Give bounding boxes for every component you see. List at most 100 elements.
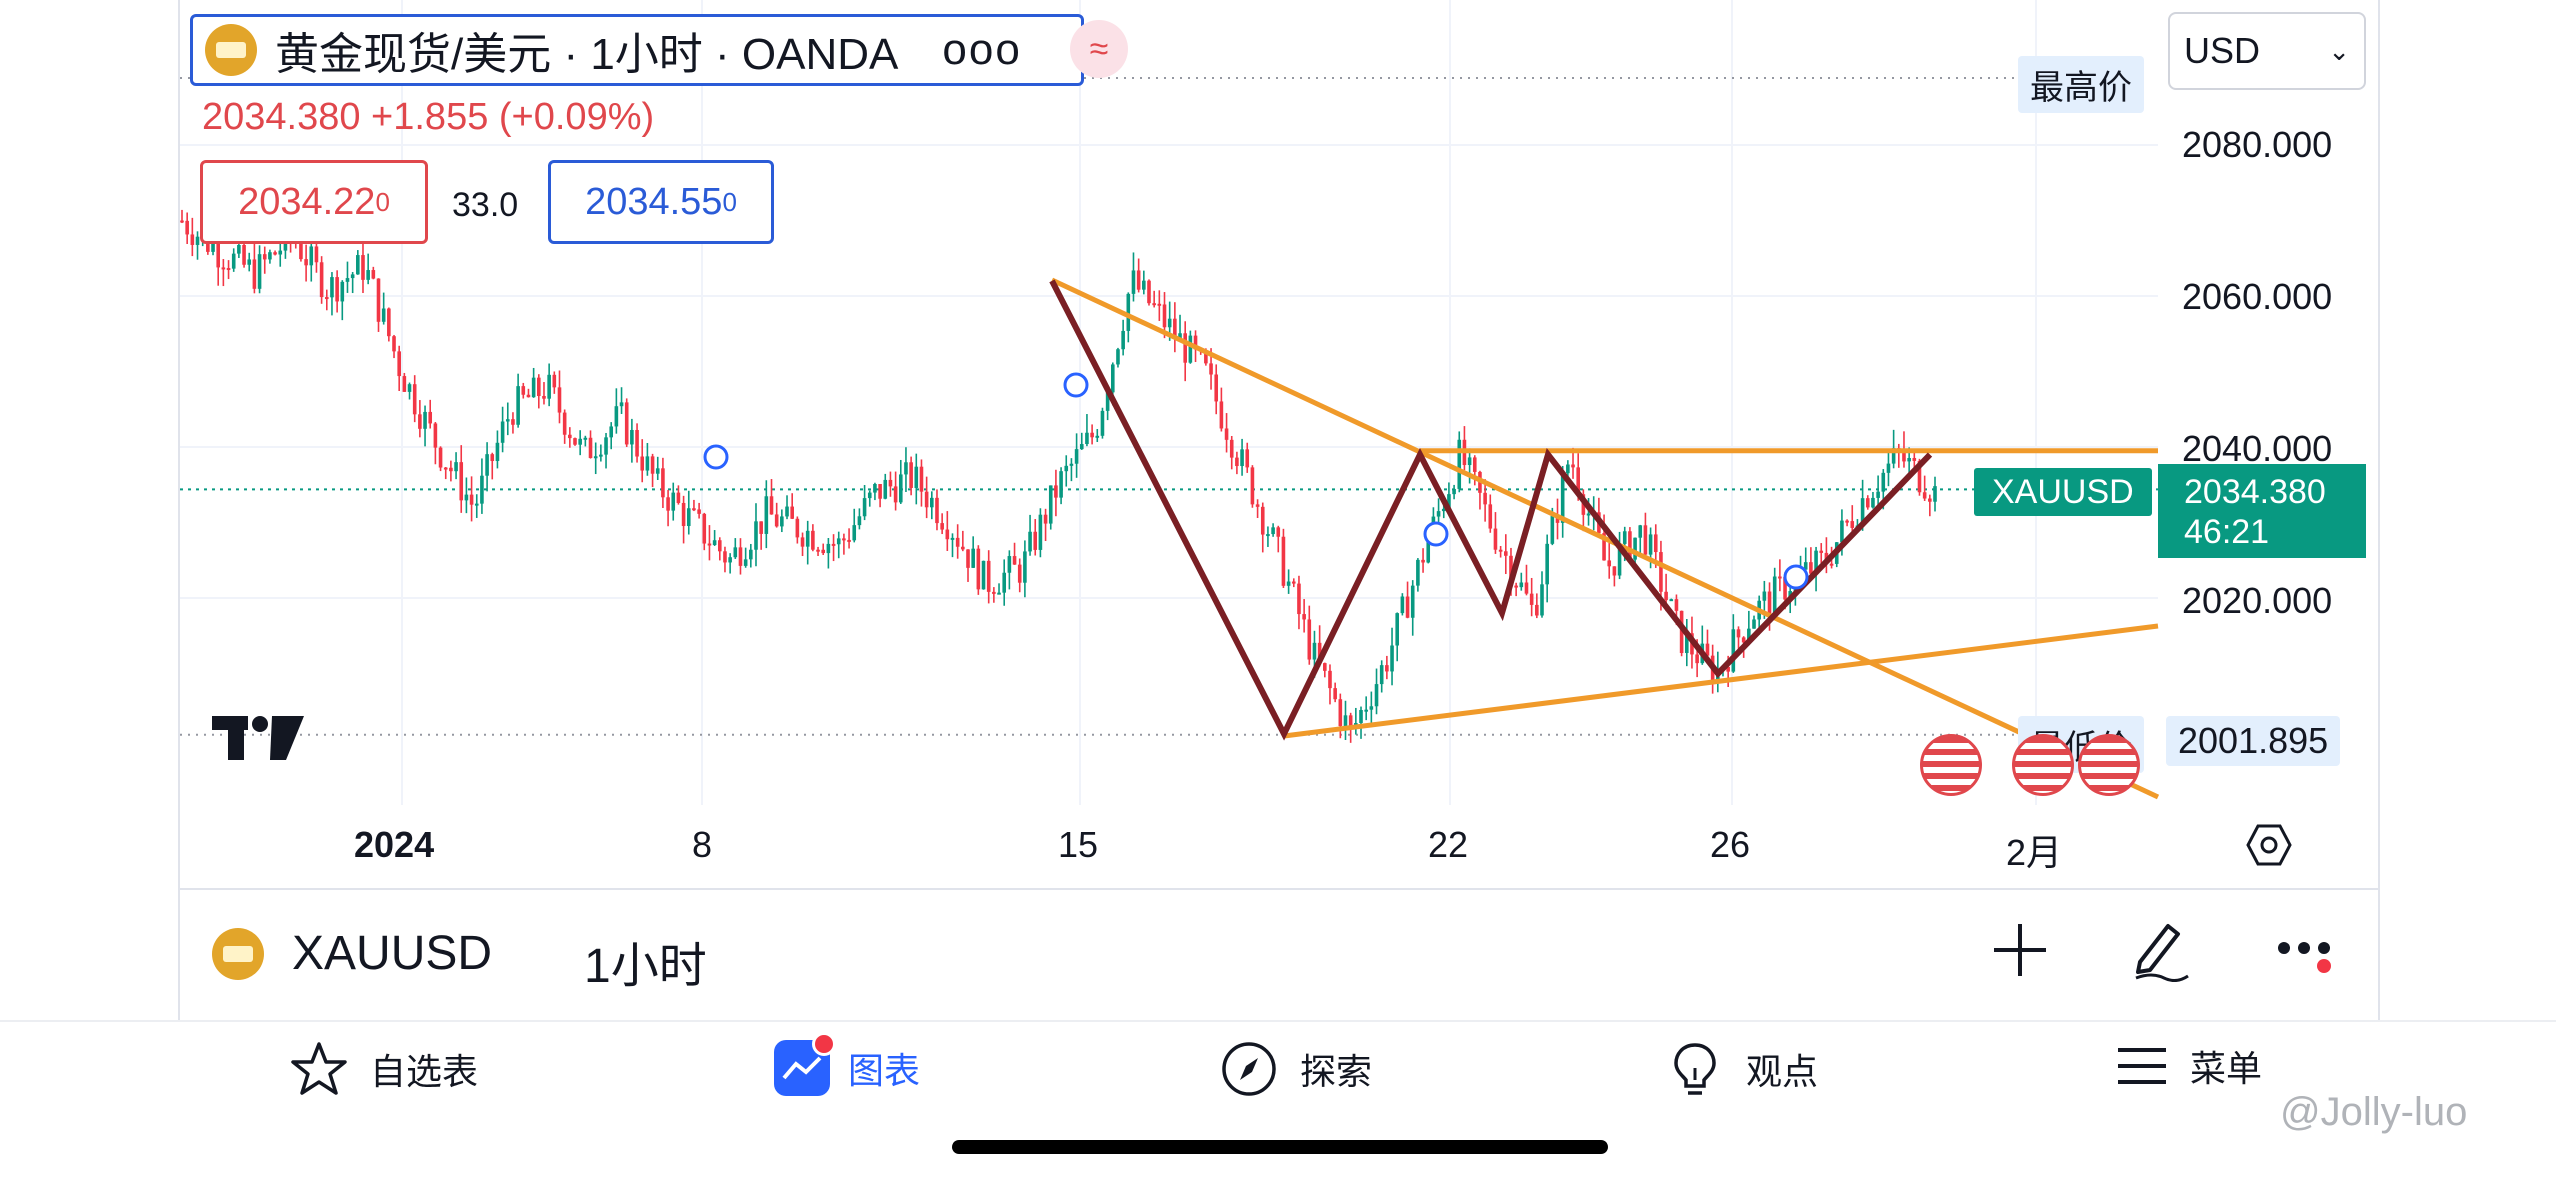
candle-body [1850,521,1855,528]
candle-body [490,454,495,462]
candle-body [1157,303,1162,306]
candle-body [981,560,986,590]
toolbar-interval[interactable]: 1小时 [584,940,707,993]
tab-menu[interactable]: 菜单 [2116,1040,2262,1092]
author-watermark: @Jolly-luo [2280,1090,2468,1134]
more-options-icon[interactable]: ooo [942,25,1022,74]
indicator-icon[interactable]: ≈ [1070,20,1128,78]
candle-body [805,530,810,547]
candle-body [1441,508,1446,512]
tab-chart[interactable]: 图表 [774,1032,920,1096]
candle-body [971,548,975,568]
candle-body [904,462,908,475]
low-price-value: 2001.895 [2166,716,2341,766]
candle-body [1814,550,1818,574]
candle-body [1007,556,1012,573]
candle-body [464,494,469,501]
lightbulb-icon [1674,1043,1716,1095]
candle-body [1245,449,1250,468]
tab-watchlist[interactable]: 自选表 [290,1040,478,1098]
candle-body [1142,280,1146,290]
chart-settings-icon[interactable] [2246,822,2292,873]
candle-body [1845,520,1849,523]
candle-body [1736,629,1741,638]
candle-body [1333,688,1337,700]
candle-body [1012,556,1017,565]
candle-body [811,530,815,550]
tab-label: 探索 [1300,1051,1373,1092]
candle-body [578,438,582,445]
candle-body [387,308,391,337]
candle-body [1095,435,1100,438]
buy-button[interactable]: 2034.55 0 [548,160,774,244]
buy-price: 2034.55 [585,180,723,223]
candle-body [986,560,991,592]
candle-body [712,540,717,545]
candle-body [930,497,934,508]
candle-body [1586,513,1591,516]
candle-body [774,514,779,527]
candle-body [702,513,707,544]
add-icon[interactable] [1990,920,2050,985]
currency-select[interactable]: USD ⌄ [2168,12,2366,90]
candle-body [1162,304,1167,328]
candle-body [1312,642,1317,660]
candle-body [1881,472,1886,492]
descending-trendline [1050,277,2160,800]
candle-body [1147,280,1151,304]
buy-price-sup: 0 [722,186,737,217]
candle-body [795,518,800,538]
candle-body [867,492,872,499]
candle-body [1338,699,1343,727]
candle-body [356,255,360,275]
candle-body [1747,628,1751,643]
candle-body [1240,449,1244,467]
candle-body [1250,467,1255,505]
candle-body [992,591,996,594]
candle-body [1472,457,1477,472]
candle-body [1183,333,1187,363]
candle-body [1416,559,1420,586]
candle-body [531,377,536,398]
menu-icon [2118,1048,2166,1084]
us-flag-event-icon[interactable] [2012,734,2074,796]
ascending-trendline [1283,623,2159,739]
candle-body [319,262,324,298]
candle-body [1390,645,1394,672]
candle-body [1286,581,1291,586]
candle-body [826,543,831,554]
tab-ideas[interactable]: 观点 [1666,1040,1818,1098]
candle-body [1374,684,1379,707]
candle-body [1679,610,1684,654]
candle-body [1933,486,1937,502]
tab-explore[interactable]: 探索 [1220,1040,1372,1098]
us-flag-event-icon[interactable] [2078,734,2140,796]
candle-body [262,254,267,260]
candle-body [1840,520,1844,543]
toolbar-symbol[interactable]: XAUUSD [292,927,493,980]
symbol-header[interactable]: 黄金现货/美元 · 1小时 · OANDA ooo [190,14,1084,86]
candle-body [1617,543,1622,576]
candle-body [1266,534,1270,537]
more-dots-icon[interactable] [2276,936,2340,981]
candle-body [785,506,789,517]
us-flag-event-icon[interactable] [1920,734,1982,796]
sell-button[interactable]: 2034.22 0 [200,160,428,244]
candle-body [1323,663,1327,671]
chart-right-border [2378,0,2380,1020]
candle-body [961,546,965,550]
drawing-pen-icon[interactable] [2128,918,2192,987]
candle-body [1643,525,1648,555]
candle-body [1741,637,1746,643]
time-axis-label: 2024 [354,824,435,865]
candle-body [505,419,510,422]
candle-body [195,236,200,245]
candle-body [676,492,681,503]
chart-left-border [178,0,180,1020]
tab-bar: 自选表 图表 探索 观点 菜单 [0,1020,2556,1110]
candle-body [645,456,650,471]
candle-body [376,278,381,322]
candle-body [707,543,712,546]
last-symbol-tag: XAUUSD [1974,468,2152,516]
